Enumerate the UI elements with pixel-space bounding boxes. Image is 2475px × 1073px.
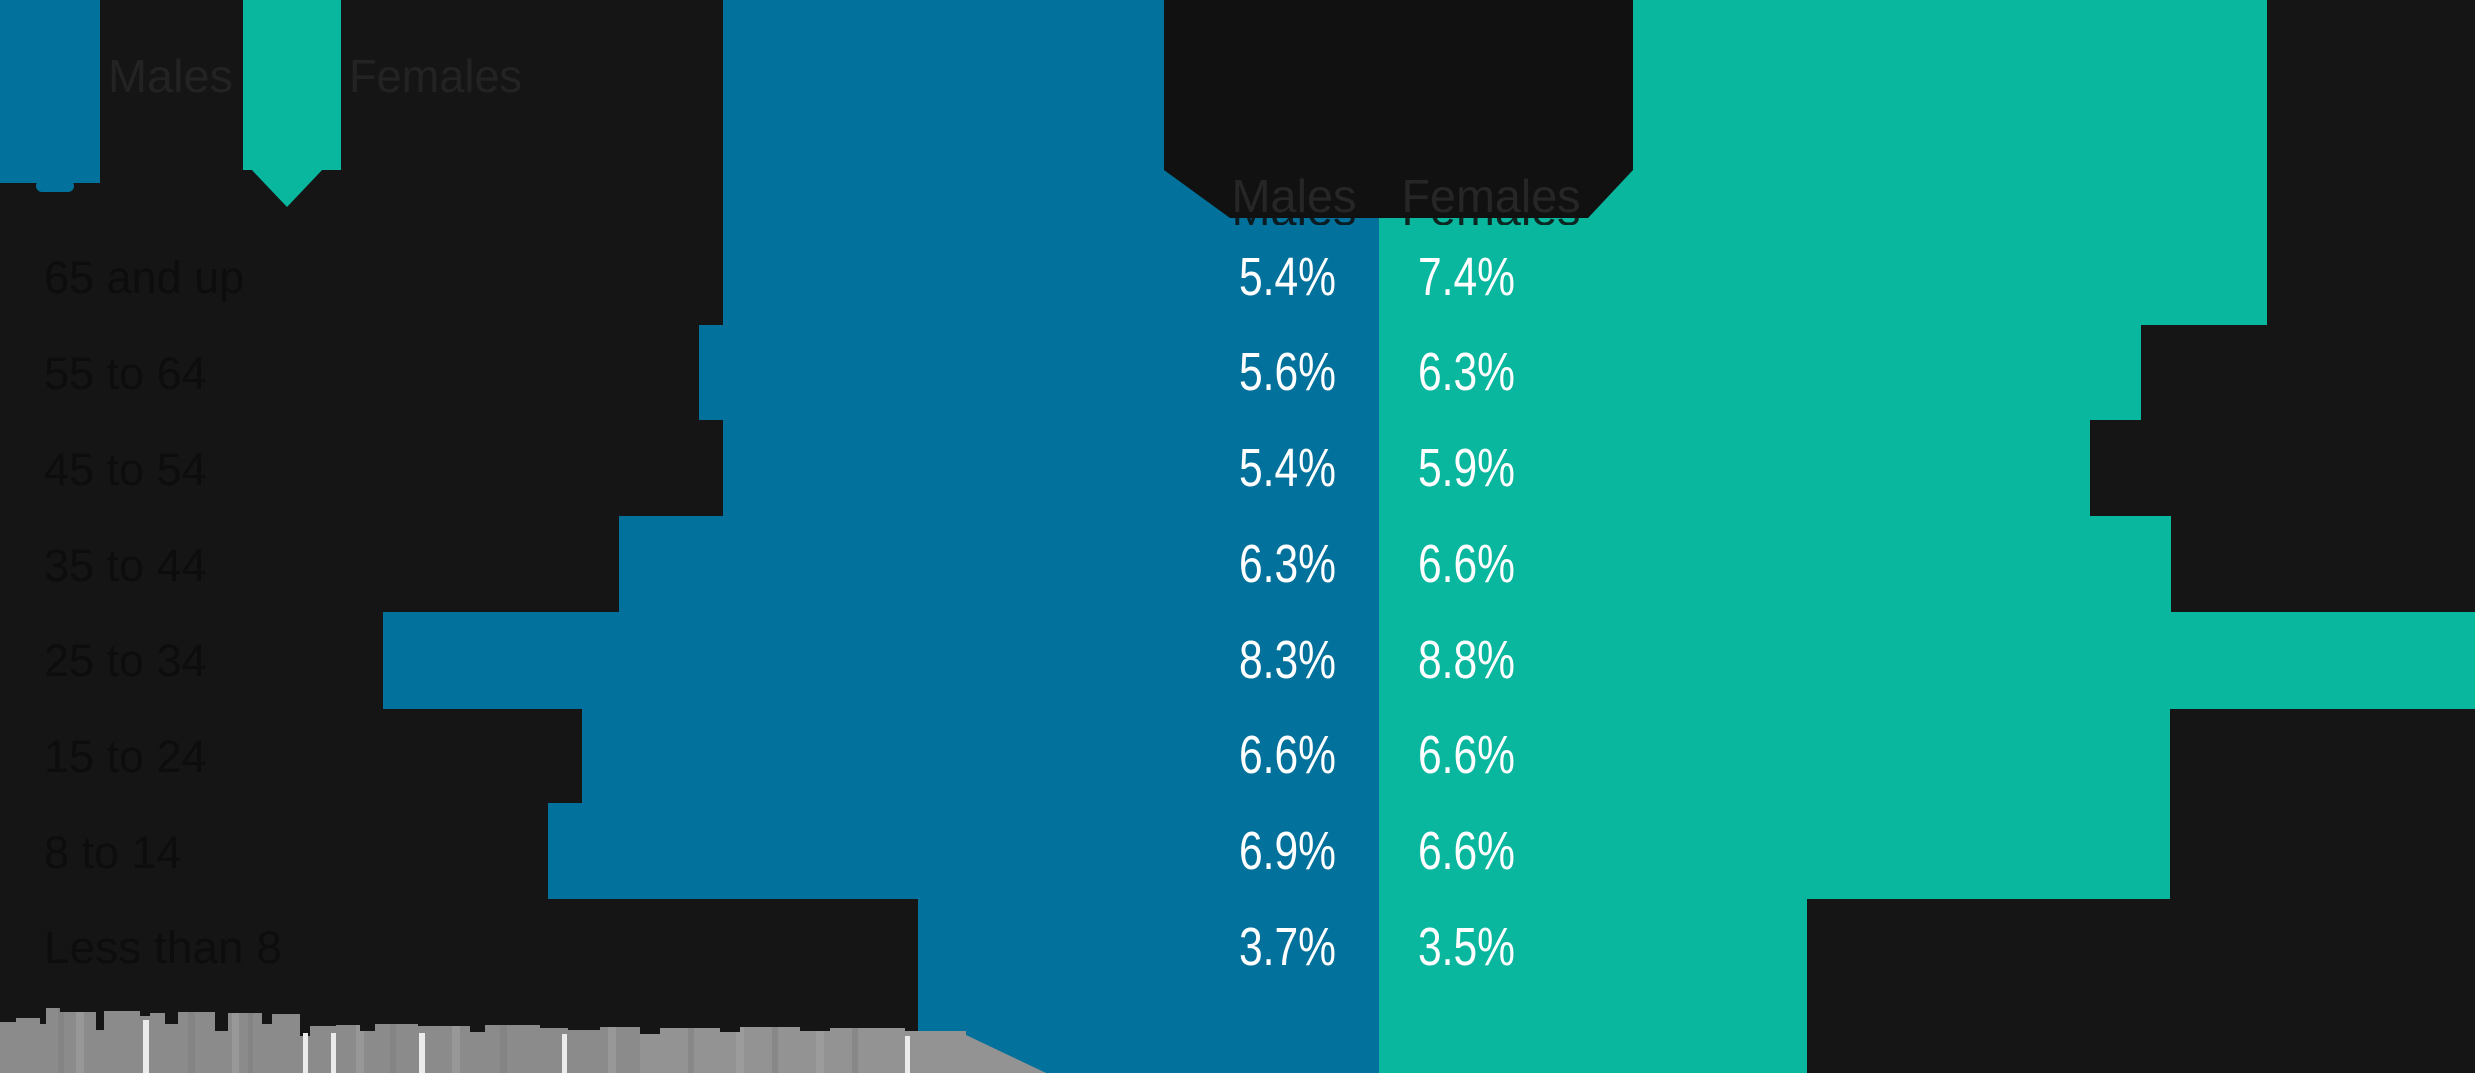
- svg-text:5.4%: 5.4%: [1239, 247, 1336, 307]
- svg-text:8 to 14: 8 to 14: [44, 827, 182, 878]
- svg-text:8.3%: 8.3%: [1239, 630, 1336, 690]
- svg-text:Females: Females: [349, 50, 522, 102]
- svg-text:6.6%: 6.6%: [1418, 725, 1515, 785]
- svg-text:3.7%: 3.7%: [1239, 917, 1336, 977]
- svg-text:55 to 64: 55 to 64: [44, 348, 207, 399]
- svg-text:45 to 54: 45 to 54: [44, 444, 207, 495]
- svg-text:Less than 8: Less than 8: [44, 922, 282, 973]
- svg-text:Males: Males: [1232, 170, 1357, 222]
- svg-text:5.9%: 5.9%: [1418, 438, 1515, 498]
- svg-text:3.5%: 3.5%: [1418, 917, 1515, 977]
- svg-text:65 and up: 65 and up: [44, 252, 244, 303]
- svg-text:15 to 24: 15 to 24: [44, 731, 207, 782]
- svg-text:35 to 44: 35 to 44: [44, 540, 207, 591]
- svg-text:6.3%: 6.3%: [1418, 342, 1515, 402]
- svg-text:6.9%: 6.9%: [1239, 821, 1336, 881]
- svg-text:Females: Females: [1402, 183, 1581, 235]
- svg-text:6.6%: 6.6%: [1239, 725, 1336, 785]
- svg-text:Females: Females: [1402, 170, 1581, 222]
- svg-text:5.4%: 5.4%: [1239, 438, 1336, 498]
- svg-text:6.3%: 6.3%: [1239, 534, 1336, 594]
- svg-text:Males: Males: [1232, 183, 1357, 235]
- svg-text:7.4%: 7.4%: [1418, 247, 1515, 307]
- svg-text:25 to 34: 25 to 34: [44, 635, 207, 686]
- svg-text:6.6%: 6.6%: [1418, 821, 1515, 881]
- svg-text:8.8%: 8.8%: [1418, 630, 1515, 690]
- svg-text:5.6%: 5.6%: [1239, 342, 1336, 402]
- svg-text:Males: Males: [108, 50, 233, 102]
- svg-text:6.6%: 6.6%: [1418, 534, 1515, 594]
